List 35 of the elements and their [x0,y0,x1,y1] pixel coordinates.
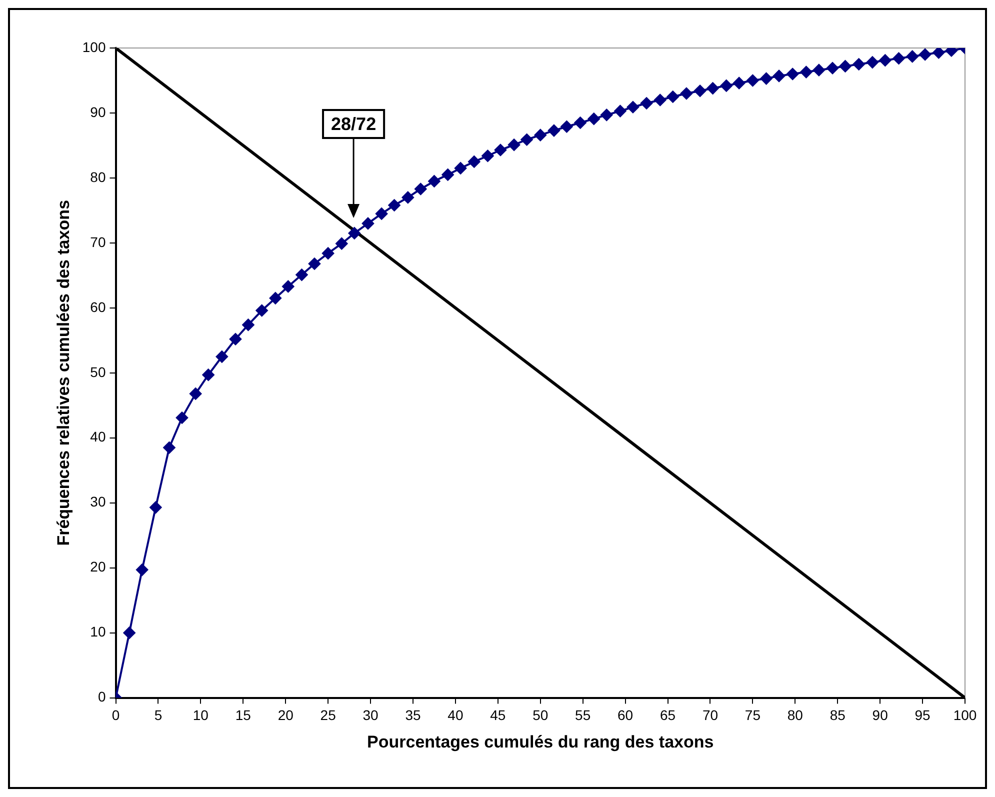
y-tick-label: 100 [82,38,106,55]
y-axis-title: Fréquences relatives cumulées des taxons [54,200,73,546]
x-tick-label: 40 [448,707,464,724]
x-tick-label: 95 [914,707,931,724]
y-tick-label: 20 [90,558,106,575]
x-tick-label: 85 [830,707,846,724]
x-tick-label: 5 [154,707,162,724]
y-tick-label: 0 [98,688,106,705]
y-tick-label: 10 [90,624,106,640]
annotation: 28/72 [331,114,376,134]
x-tick-label: 0 [112,707,120,724]
x-tick-label: 25 [320,707,336,724]
x-tick-label: 90 [872,707,888,724]
y-tick-label: 70 [90,234,106,250]
x-tick-label: 10 [192,707,209,724]
x-tick-label: 65 [660,707,676,724]
y-tick-label: 60 [90,298,106,315]
x-tick-label: 35 [405,707,421,724]
x-tick-label: 80 [787,707,804,724]
x-tick-label: 55 [575,707,591,724]
y-tick-label: 90 [90,104,106,120]
x-tick-label: 70 [702,707,718,724]
y-tick-label: 80 [90,168,106,185]
x-tick-label: 20 [278,707,294,724]
x-tick-label: 50 [532,707,548,724]
y-tick-label: 40 [90,428,106,445]
x-tick-label: 15 [235,707,252,724]
x-tick-label: 100 [953,707,977,724]
x-axis-title: Pourcentages cumulés du rang des taxons [367,732,714,752]
x-tick-label: 60 [618,707,634,724]
x-tick-label: 30 [362,707,379,724]
x-tick-label: 75 [744,707,761,724]
y-tick-label: 30 [90,494,106,510]
x-tick-label: 45 [490,707,506,724]
y-tick-label: 50 [90,364,106,380]
